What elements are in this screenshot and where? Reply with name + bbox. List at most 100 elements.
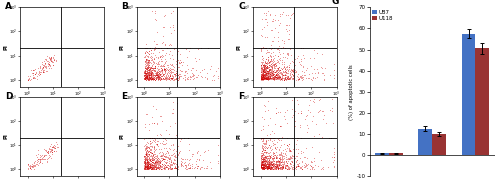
Point — [275, 24, 283, 27]
Point — [290, 157, 298, 160]
Point — [283, 167, 291, 170]
Point — [158, 60, 166, 62]
Point — [260, 156, 268, 158]
Point — [150, 146, 158, 149]
Point — [264, 167, 272, 170]
Point — [286, 73, 294, 76]
Point — [258, 77, 266, 80]
Point — [142, 152, 150, 154]
Point — [282, 65, 290, 68]
Point — [284, 164, 292, 167]
Point — [263, 21, 271, 24]
Point — [261, 159, 269, 161]
Point — [174, 73, 182, 76]
Point — [148, 76, 156, 79]
Point — [260, 76, 268, 79]
Point — [262, 63, 270, 66]
Point — [276, 162, 284, 165]
Point — [260, 136, 268, 139]
Point — [260, 57, 268, 59]
Point — [258, 146, 266, 148]
Point — [259, 163, 267, 166]
Point — [146, 139, 154, 142]
Point — [258, 162, 266, 165]
Point — [275, 162, 283, 165]
Point — [270, 78, 278, 81]
Point — [142, 143, 150, 145]
Point — [278, 60, 286, 63]
Point — [274, 35, 282, 38]
Point — [148, 164, 156, 167]
Point — [160, 158, 168, 161]
Point — [259, 153, 267, 156]
Point — [285, 158, 293, 161]
Point — [144, 168, 152, 170]
Point — [280, 165, 287, 168]
Point — [176, 162, 184, 165]
Point — [194, 164, 202, 167]
Point — [264, 70, 272, 73]
Point — [181, 163, 189, 166]
Point — [264, 74, 272, 77]
Point — [152, 148, 160, 151]
Point — [264, 66, 272, 69]
Point — [259, 167, 267, 170]
Point — [276, 76, 284, 79]
Point — [268, 69, 276, 72]
Point — [268, 163, 276, 166]
Point — [150, 165, 158, 168]
Point — [170, 143, 177, 145]
Point — [288, 155, 296, 158]
Point — [276, 111, 284, 114]
Point — [278, 158, 286, 161]
Point — [274, 165, 282, 168]
Point — [141, 167, 149, 170]
Point — [142, 73, 150, 76]
Point — [270, 63, 278, 66]
Point — [262, 71, 270, 74]
Point — [264, 138, 272, 141]
Point — [298, 57, 306, 60]
Point — [293, 139, 301, 142]
Point — [45, 155, 53, 158]
Point — [270, 71, 278, 73]
Point — [152, 76, 160, 79]
Point — [48, 149, 56, 152]
Point — [176, 75, 184, 78]
Point — [152, 165, 160, 168]
Point — [260, 163, 268, 165]
Point — [294, 136, 302, 139]
Point — [258, 73, 266, 76]
Point — [290, 155, 298, 158]
Point — [261, 136, 269, 139]
Point — [155, 78, 163, 81]
Point — [182, 76, 190, 79]
Point — [272, 71, 280, 73]
Point — [282, 155, 290, 158]
Point — [266, 60, 274, 63]
Point — [280, 166, 287, 169]
Point — [281, 152, 289, 155]
Point — [148, 76, 156, 79]
Point — [148, 60, 156, 62]
Point — [261, 60, 269, 63]
Point — [160, 159, 168, 162]
Point — [266, 53, 274, 56]
Point — [259, 77, 267, 80]
Point — [310, 68, 318, 71]
Point — [146, 73, 154, 76]
Point — [196, 168, 203, 170]
Point — [262, 155, 270, 158]
Point — [258, 64, 266, 67]
Point — [326, 109, 334, 112]
Point — [177, 159, 185, 162]
Point — [314, 98, 322, 101]
Point — [294, 151, 302, 154]
Point — [157, 65, 165, 68]
Point — [262, 47, 270, 50]
Point — [283, 144, 291, 147]
Point — [269, 142, 277, 145]
Point — [284, 145, 292, 148]
Point — [42, 66, 50, 69]
Point — [273, 77, 281, 80]
